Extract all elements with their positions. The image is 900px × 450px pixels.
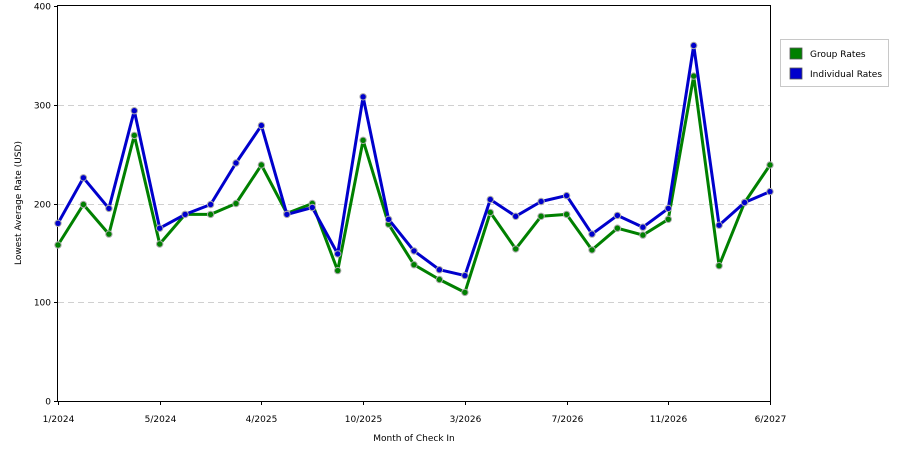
data-point xyxy=(181,210,189,219)
y-axis-title: Lowest Average Rate (USD) xyxy=(14,141,24,265)
series-layer xyxy=(54,41,774,297)
y-tick-label: 400 xyxy=(34,3,51,13)
x-axis: 1/2024 5/2024 4/2025 10/2025 3/2026 7/2026 11/… xyxy=(43,401,787,425)
data-point xyxy=(54,241,62,249)
data-point xyxy=(79,174,88,182)
data-point xyxy=(639,223,647,231)
data-point xyxy=(512,212,520,221)
legend-swatch xyxy=(789,47,803,60)
data-point xyxy=(766,161,774,169)
x-tick-label: 4/2025 xyxy=(246,415,278,425)
data-point xyxy=(410,261,418,269)
legend-label: Individual Rates xyxy=(810,70,882,80)
data-point xyxy=(206,210,215,219)
data-point xyxy=(334,250,342,258)
legend: Group Rates Individual Rates xyxy=(780,39,889,87)
x-tick-label: 5/2024 xyxy=(145,415,177,425)
data-point xyxy=(206,200,215,209)
data-point xyxy=(79,200,88,209)
data-point xyxy=(257,121,266,130)
y-axis: 0 100 200 300 400 xyxy=(34,3,58,408)
data-point xyxy=(588,230,596,238)
legend-label: Group Rates xyxy=(810,50,866,60)
data-point xyxy=(715,221,723,229)
y-tick-label: 0 xyxy=(45,398,51,408)
gridlines xyxy=(58,105,770,303)
data-point xyxy=(283,210,291,219)
data-point xyxy=(690,72,698,80)
data-point xyxy=(715,262,723,270)
data-point xyxy=(156,240,164,248)
data-point xyxy=(613,211,622,220)
data-point xyxy=(588,246,596,254)
data-point xyxy=(664,204,672,213)
data-point xyxy=(334,266,342,275)
data-point xyxy=(130,131,139,140)
data-point xyxy=(740,198,749,207)
data-point xyxy=(690,41,698,50)
y-tick-label: 300 xyxy=(34,102,51,112)
legend-swatch xyxy=(789,67,803,80)
data-point xyxy=(512,245,520,253)
data-point xyxy=(257,161,266,169)
data-point xyxy=(308,203,316,212)
data-point xyxy=(156,224,164,232)
data-point xyxy=(461,271,469,280)
series-group-rates xyxy=(54,72,774,297)
data-point xyxy=(54,219,62,228)
x-tick-label: 10/2025 xyxy=(345,415,382,425)
x-tick-label: 1/2024 xyxy=(43,415,75,425)
data-point xyxy=(562,210,571,219)
data-point xyxy=(384,215,393,224)
data-point xyxy=(435,266,444,274)
data-point xyxy=(461,288,469,297)
plot-frame xyxy=(57,5,771,402)
data-point xyxy=(562,191,571,200)
data-point xyxy=(359,93,367,101)
y-tick-label: 200 xyxy=(34,201,51,211)
data-point xyxy=(766,187,774,196)
data-point xyxy=(537,212,545,221)
x-tick-label: 3/2026 xyxy=(450,415,482,425)
data-point xyxy=(537,197,545,206)
series-line xyxy=(56,74,772,294)
series-individual-rates xyxy=(54,41,774,280)
x-axis-title: Month of Check In xyxy=(373,434,455,444)
x-tick-label: 6/2027 xyxy=(755,415,787,425)
data-point xyxy=(130,107,139,115)
data-point xyxy=(664,215,672,224)
data-point xyxy=(359,136,367,145)
data-point xyxy=(639,231,647,239)
data-point xyxy=(486,195,494,204)
data-point xyxy=(105,204,113,213)
data-point xyxy=(232,199,240,208)
data-point xyxy=(232,159,240,167)
data-point xyxy=(613,224,622,232)
data-point xyxy=(435,275,444,284)
y-tick-label: 100 xyxy=(34,299,51,309)
series-line xyxy=(56,44,772,278)
plot-border xyxy=(57,5,771,402)
x-tick-label: 11/2026 xyxy=(650,415,688,425)
x-tick-label: 7/2026 xyxy=(552,415,584,425)
data-point xyxy=(410,247,418,255)
data-point xyxy=(105,230,113,238)
